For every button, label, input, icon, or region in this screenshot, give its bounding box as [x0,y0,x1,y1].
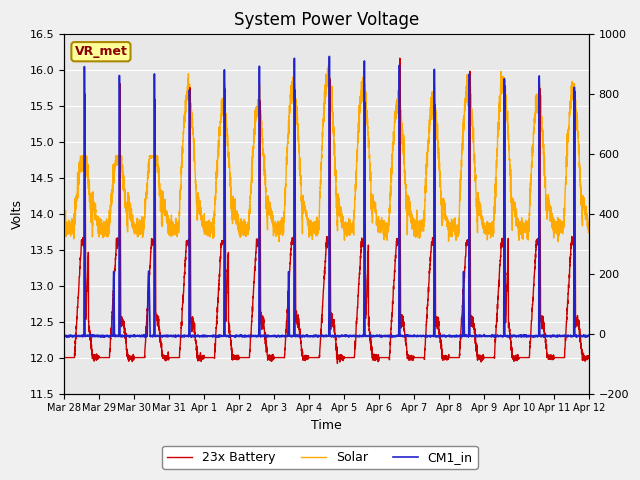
Solar [585,225,593,231]
23x Battery [154,316,162,322]
Solar [415,222,422,228]
X-axis label: Time: Time [311,419,342,432]
Solar [324,62,332,68]
CM1_in [585,333,593,338]
CM1_in [154,333,162,339]
23x Battery [396,55,404,61]
CM1_in [307,334,314,339]
23x Battery [307,355,314,360]
CM1_in [415,333,422,339]
23x Battery [474,355,481,360]
Y-axis label: Volts: Volts [11,199,24,228]
CM1_in [474,334,481,339]
Line: CM1_in: CM1_in [64,56,589,337]
Solar [474,207,481,213]
23x Battery [415,355,423,360]
Line: 23x Battery: 23x Battery [64,58,589,363]
Title: System Power Voltage: System Power Voltage [234,11,419,29]
Solar [584,222,592,228]
Solar [554,239,562,244]
Line: Solar: Solar [64,65,589,241]
CM1_in [60,333,68,339]
23x Battery [333,360,341,366]
Solar [444,220,452,226]
CM1_in [326,53,333,59]
CM1_in [492,335,499,340]
Text: VR_met: VR_met [74,45,127,58]
23x Battery [444,354,452,360]
23x Battery [60,355,68,360]
Solar [154,167,162,173]
Legend: 23x Battery, Solar, CM1_in: 23x Battery, Solar, CM1_in [163,446,477,469]
Solar [307,226,314,231]
CM1_in [584,333,592,338]
23x Battery [585,355,593,360]
Solar [60,220,68,226]
CM1_in [444,333,452,339]
23x Battery [584,353,592,359]
